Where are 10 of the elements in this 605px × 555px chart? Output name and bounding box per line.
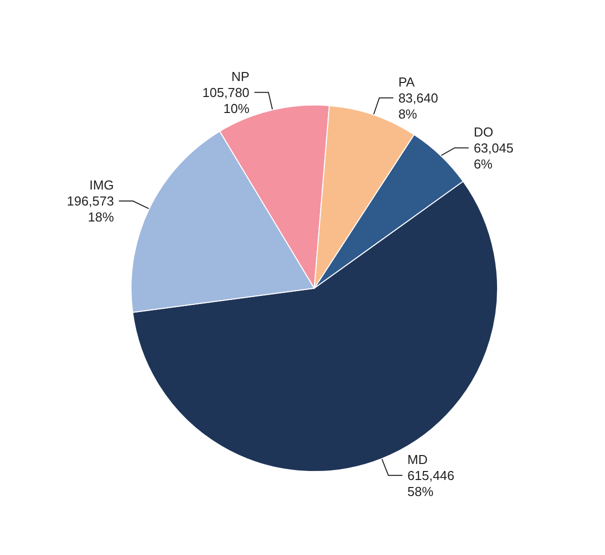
slice-label: PA: [398, 74, 416, 90]
slice-label: NP: [231, 68, 250, 84]
data-label: 105,780 10%: [202, 84, 250, 116]
slice-label: DO: [474, 124, 494, 140]
data-label: 615,446 58%: [407, 468, 454, 499]
data-label: 196,573 18%: [66, 194, 114, 224]
slice-label: IMG: [89, 178, 114, 192]
data-label: 63,045 6%: [474, 140, 514, 172]
slice-label: MD: [407, 452, 428, 467]
data-label: 83,640 8%: [398, 90, 438, 122]
